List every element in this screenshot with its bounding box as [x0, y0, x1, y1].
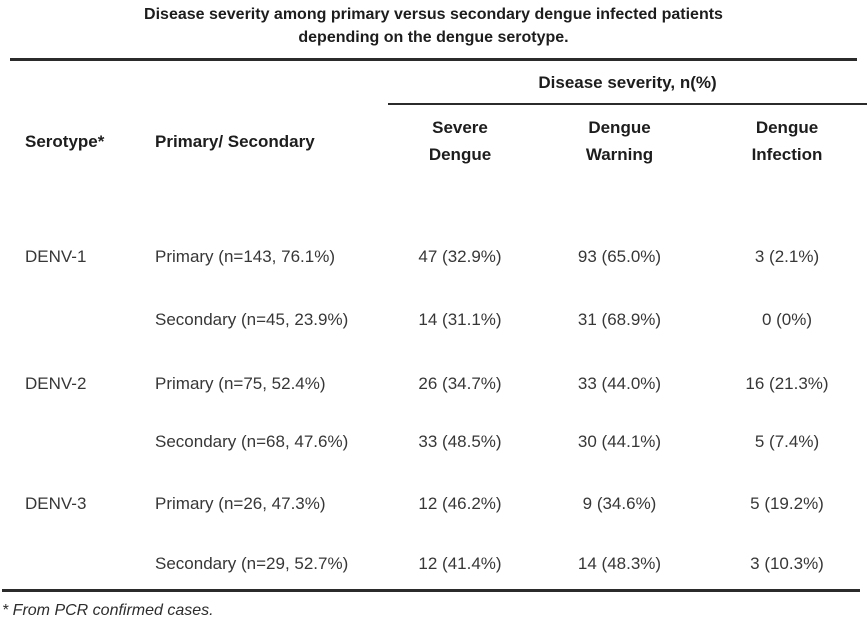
col-header-severe-dengue-line2: Dengue: [428, 145, 492, 164]
footnote-pcr-confirmed: * From PCR confirmed cases.: [2, 602, 214, 619]
top-rule: [10, 58, 857, 61]
cell-primary-secondary: Secondary (n=68, 47.6%): [155, 432, 349, 451]
group-header-spacer: [10, 61, 388, 105]
col-header-dengue-warning: Dengue Warning: [532, 105, 707, 246]
col-header-dengue-infection-line1: Dengue: [755, 118, 819, 137]
cell-dengue-infection: 0 (0%): [761, 310, 813, 329]
cell-primary-secondary: Secondary (n=29, 52.7%): [155, 554, 349, 573]
col-header-dengue-warning-line2: Warning: [585, 145, 654, 164]
col-header-dengue-infection-line2: Infection: [751, 145, 823, 164]
cell-serotype: DENV-1: [25, 247, 87, 266]
cell-dengue-infection: 3 (2.1%): [754, 247, 820, 266]
cell-severe-dengue: 47 (32.9%): [418, 247, 502, 266]
cell-serotype: DENV-3: [25, 494, 87, 513]
col-header-severe-dengue-line1: Severe: [432, 118, 488, 137]
table-title-line1: Disease severity among primary versus se…: [144, 6, 723, 23]
cell-primary-secondary: Secondary (n=45, 23.9%): [155, 310, 349, 329]
cell-severe-dengue: 26 (34.7%): [418, 374, 502, 393]
col-header-serotype: Serotype*: [25, 132, 105, 151]
cell-dengue-warning: 30 (44.1%): [577, 432, 662, 451]
col-header-severe-dengue: Severe Dengue: [388, 105, 532, 246]
cell-dengue-infection: 5 (7.4%): [754, 432, 820, 451]
cell-dengue-warning: 9 (34.6%): [582, 494, 657, 513]
cell-severe-dengue: 14 (31.1%): [418, 310, 502, 329]
table-title: Disease severity among primary versus se…: [0, 0, 867, 49]
cell-dengue-warning: 31 (68.9%): [577, 310, 662, 329]
cell-serotype: [10, 309, 145, 373]
cell-primary-secondary: Primary (n=26, 47.3%): [155, 494, 326, 513]
cell-dengue-infection: 5 (19.2%): [750, 494, 824, 513]
bottom-rule: [2, 589, 860, 592]
cell-dengue-warning: 14 (48.3%): [577, 554, 662, 573]
cell-serotype: [10, 431, 145, 493]
column-header-row: Serotype* Primary/ Secondary Severe Deng…: [10, 105, 867, 246]
cell-dengue-infection: 16 (21.3%): [745, 374, 829, 393]
cell-severe-dengue: 12 (41.4%): [418, 554, 502, 573]
table-title-line2: depending on the dengue serotype.: [298, 29, 569, 46]
table-body: DENV-1 Primary (n=143, 76.1%) 47 (32.9%)…: [10, 246, 867, 589]
cell-dengue-warning: 93 (65.0%): [577, 247, 662, 266]
group-header-disease-severity: Disease severity, n(%): [388, 61, 867, 105]
cell-primary-secondary: Primary (n=143, 76.1%): [155, 247, 335, 266]
cell-serotype: [10, 553, 145, 589]
cell-dengue-warning: 33 (44.0%): [577, 374, 662, 393]
cell-serotype: DENV-2: [25, 374, 87, 393]
col-header-dengue-warning-line1: Dengue: [588, 118, 651, 137]
col-header-primary-secondary: Primary/ Secondary: [155, 132, 315, 151]
col-header-dengue-infection: Dengue Infection: [707, 105, 867, 246]
cell-severe-dengue: 12 (46.2%): [418, 494, 502, 513]
cell-severe-dengue: 33 (48.5%): [418, 432, 502, 451]
cell-primary-secondary: Primary (n=75, 52.4%): [155, 374, 326, 393]
cell-dengue-infection: 3 (10.3%): [750, 554, 824, 573]
group-header-band: Disease severity, n(%): [10, 61, 867, 105]
